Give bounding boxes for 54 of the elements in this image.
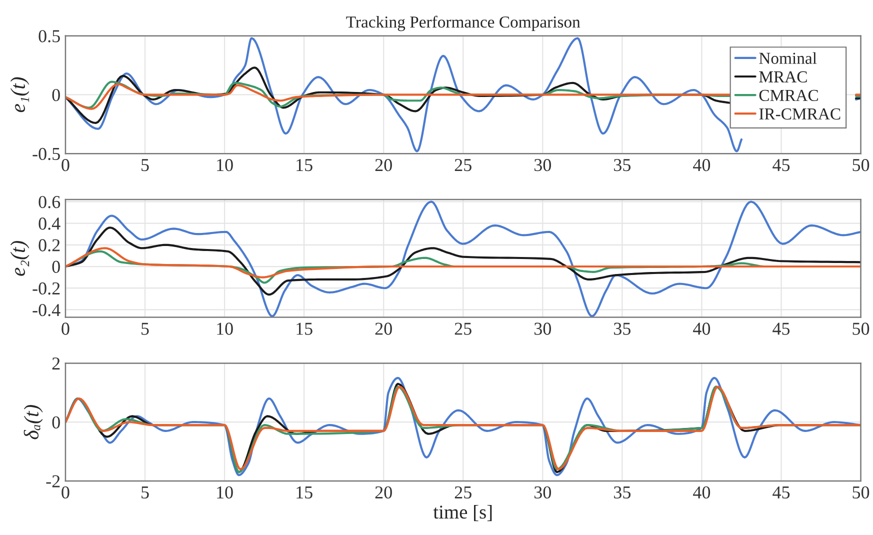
x-tick-label: 35 [614, 159, 631, 172]
y-tick-label: 2 [52, 358, 60, 370]
x-tick-label: 15 [296, 159, 312, 172]
x-tick-label: 5 [142, 322, 149, 335]
x-tick-label: 0 [62, 322, 70, 335]
x-tick-label: 5 [142, 159, 149, 172]
series-label: CMRAC [759, 90, 818, 102]
x-tick-label: 30 [534, 158, 551, 172]
x-tick-label: 15 [296, 322, 312, 335]
chart-title: Tracking Performance Comparison [346, 16, 580, 32]
legend-label: IR-CMRAC [759, 108, 840, 120]
x-tick-label: 45 [772, 159, 790, 172]
x-tick-label: 20 [375, 322, 392, 335]
x-axis-title: time [s] [433, 504, 492, 522]
x-tick-label: 0 [62, 486, 70, 499]
y-tick-label: 0.6 [38, 196, 60, 208]
y-tick-label: 0.5 [38, 30, 60, 42]
x-tick-label: 50 [852, 486, 870, 499]
x-tick-label: 50 [852, 158, 870, 172]
y-axis-title: e₂(t) [10, 240, 30, 276]
y-tick-label: -0.5 [32, 148, 60, 160]
x-tick-label: 40 [693, 158, 710, 172]
y-tick-label: 0 [52, 416, 60, 429]
x-tick-label: 30 [534, 486, 551, 499]
x-tick-label: 25 [454, 486, 472, 499]
x-tick-label: 40 [693, 322, 710, 335]
x-tick-label: 35 [614, 486, 631, 499]
y-tick-label: -0.4 [32, 304, 60, 316]
x-tick-label: 10 [217, 486, 233, 499]
x-tick-label: 20 [375, 486, 392, 499]
legend-label: Nominal [759, 52, 817, 64]
x-tick-label: 45 [772, 486, 790, 499]
y-tick-label: 0.2 [38, 239, 60, 252]
x-tick-label: 50 [852, 322, 870, 335]
x-tick-label: 45 [772, 322, 790, 335]
x-tick-label: 10 [217, 158, 233, 172]
x-tick-label: 25 [454, 322, 472, 335]
y-tick-label: -0.2 [32, 282, 60, 295]
y-tick-label: -2 [46, 475, 60, 488]
x-tick-label: 15 [296, 486, 312, 499]
y-tick-label: 0.4 [38, 218, 60, 230]
x-tick-label: 35 [614, 322, 631, 335]
x-tick-label: 30 [534, 322, 551, 335]
y-tick-label: 0 [52, 260, 60, 273]
x-tick-label: 5 [142, 486, 149, 499]
x-tick-label: 25 [454, 159, 472, 172]
x-tick-label: 40 [693, 486, 710, 499]
y-tick-label: 0 [52, 88, 60, 102]
x-tick-label: 0 [62, 158, 70, 172]
legend-label: MRAC [759, 71, 807, 82]
y-axis-title: e₁(t) [10, 77, 30, 112]
x-tick-label: 10 [217, 322, 233, 335]
y-axis-title: δₐ(t) [24, 405, 43, 440]
x-tick-label: 20 [375, 158, 392, 172]
